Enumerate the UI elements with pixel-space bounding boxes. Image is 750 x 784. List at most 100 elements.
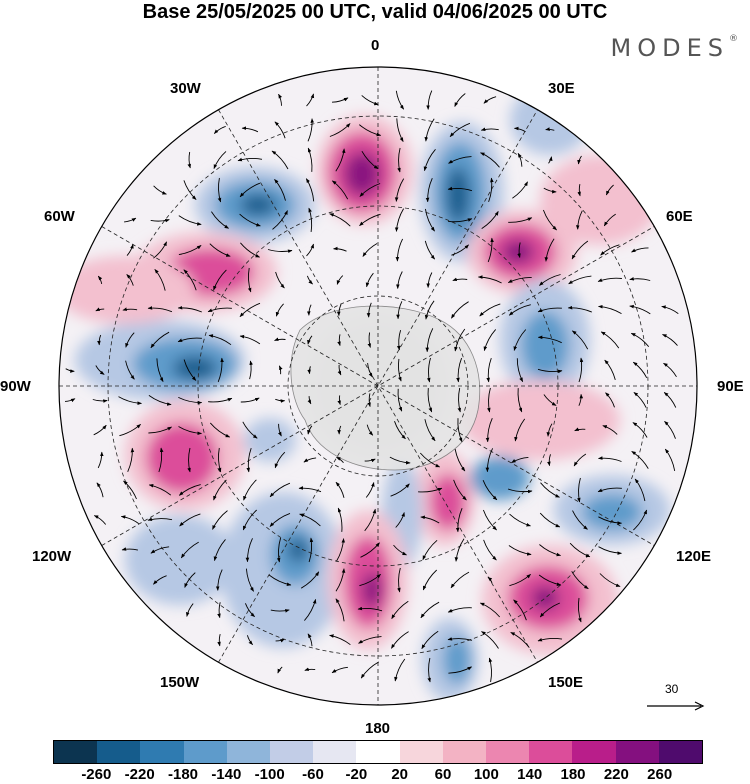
wind-vector bbox=[600, 331, 620, 349]
wind-vector bbox=[240, 397, 260, 403]
colorbar-tick-label: -180 bbox=[167, 766, 199, 783]
wind-vector bbox=[605, 184, 614, 196]
wind-vector bbox=[598, 516, 623, 525]
wind-vector bbox=[513, 599, 527, 621]
wind-vector bbox=[239, 334, 261, 345]
wind-vector bbox=[278, 93, 283, 106]
wind-vector bbox=[483, 96, 497, 104]
anomaly-blob bbox=[244, 418, 296, 462]
wind-vector bbox=[517, 152, 523, 167]
wind-vector bbox=[360, 661, 380, 679]
colorbar-swatch bbox=[399, 741, 443, 763]
lat-lon-grid bbox=[59, 67, 697, 705]
wind-vector bbox=[239, 182, 261, 198]
wind-vector bbox=[97, 451, 104, 469]
wind-vector bbox=[126, 243, 134, 256]
wind-vector bbox=[298, 486, 322, 493]
wind-vector bbox=[213, 151, 227, 170]
wind-vector bbox=[178, 426, 202, 436]
wind-vector bbox=[389, 456, 411, 465]
latitude-circle bbox=[197, 205, 559, 567]
wind-vector bbox=[307, 147, 313, 172]
anomaly-blob bbox=[582, 494, 642, 530]
colorbar bbox=[53, 740, 703, 764]
wind-vector bbox=[329, 213, 351, 227]
wind-vector bbox=[396, 301, 403, 320]
wind-vector bbox=[448, 218, 473, 223]
wind-vector bbox=[275, 638, 285, 643]
wind-vector bbox=[604, 359, 616, 381]
wind-vector bbox=[242, 421, 258, 439]
wind-vector bbox=[396, 329, 402, 351]
wind-vector bbox=[427, 657, 431, 683]
wind-vector bbox=[183, 180, 197, 200]
wind-vector bbox=[150, 218, 170, 223]
wind-vector bbox=[663, 392, 677, 408]
wind-vector bbox=[92, 399, 108, 403]
colorbar-swatch bbox=[313, 741, 357, 763]
wind-vector bbox=[447, 637, 473, 641]
wind-vector bbox=[365, 482, 375, 498]
wind-vector bbox=[577, 155, 582, 165]
wind-vector bbox=[629, 304, 651, 315]
anomaly-blob bbox=[460, 380, 620, 460]
wind-vector bbox=[178, 215, 202, 226]
wind-vector bbox=[487, 387, 491, 413]
wind-vector bbox=[512, 181, 528, 199]
wind-vector bbox=[148, 426, 172, 434]
wind-vector bbox=[307, 633, 313, 647]
wind-vector bbox=[147, 517, 173, 521]
wind-vector bbox=[511, 456, 529, 463]
wind-vector bbox=[217, 602, 221, 619]
wind-vector bbox=[574, 427, 586, 432]
wind-vector bbox=[420, 601, 440, 619]
wind-vector bbox=[457, 418, 463, 443]
wind-vector bbox=[366, 302, 372, 318]
wind-vector bbox=[245, 568, 254, 592]
wind-vector bbox=[337, 395, 341, 406]
wind-vector bbox=[487, 576, 493, 583]
wind-vector bbox=[122, 307, 138, 311]
wind-vector bbox=[452, 277, 468, 282]
wind-vector bbox=[243, 479, 257, 501]
wind-vector bbox=[336, 304, 342, 317]
wind-vector bbox=[359, 213, 381, 227]
lon-label-180: 180 bbox=[365, 720, 391, 737]
wind-vector bbox=[540, 482, 560, 498]
wind-vector bbox=[537, 637, 563, 642]
wind-vector bbox=[397, 388, 403, 412]
wind-vector bbox=[543, 187, 557, 194]
wind-vector bbox=[178, 484, 201, 496]
wind-vector bbox=[97, 275, 103, 284]
wind-vector bbox=[454, 93, 466, 107]
wind-vector bbox=[272, 210, 288, 230]
wind-vector bbox=[451, 301, 469, 319]
wind-vector bbox=[307, 425, 313, 435]
wind-vector bbox=[336, 275, 344, 285]
wind-vector bbox=[215, 569, 223, 591]
wind-vector bbox=[95, 365, 105, 375]
wind-vector bbox=[597, 487, 622, 493]
wind-vector bbox=[454, 538, 465, 562]
wind-vector bbox=[335, 481, 345, 498]
wind-vector bbox=[568, 275, 592, 285]
wind-vector bbox=[507, 488, 533, 494]
wind-vector bbox=[488, 177, 494, 203]
wind-vector bbox=[600, 244, 620, 256]
lon-label-60e: 60E bbox=[666, 208, 693, 225]
wind-vector bbox=[454, 448, 466, 472]
wind-vector bbox=[450, 571, 470, 589]
wind-vector bbox=[242, 509, 258, 531]
anomaly-blob bbox=[430, 474, 466, 530]
wind-vector bbox=[544, 238, 555, 262]
wind-vector bbox=[599, 573, 621, 587]
wind-vector bbox=[249, 360, 253, 380]
wind-vector bbox=[211, 211, 229, 229]
wind-vector bbox=[479, 602, 501, 618]
lon-label-90e: 90E bbox=[717, 378, 744, 395]
colorbar-tick-label: 60 bbox=[434, 766, 452, 783]
wind-vector bbox=[361, 95, 379, 106]
wind-vector bbox=[578, 393, 584, 406]
wind-vector bbox=[603, 213, 616, 227]
wind-vector bbox=[482, 480, 498, 501]
